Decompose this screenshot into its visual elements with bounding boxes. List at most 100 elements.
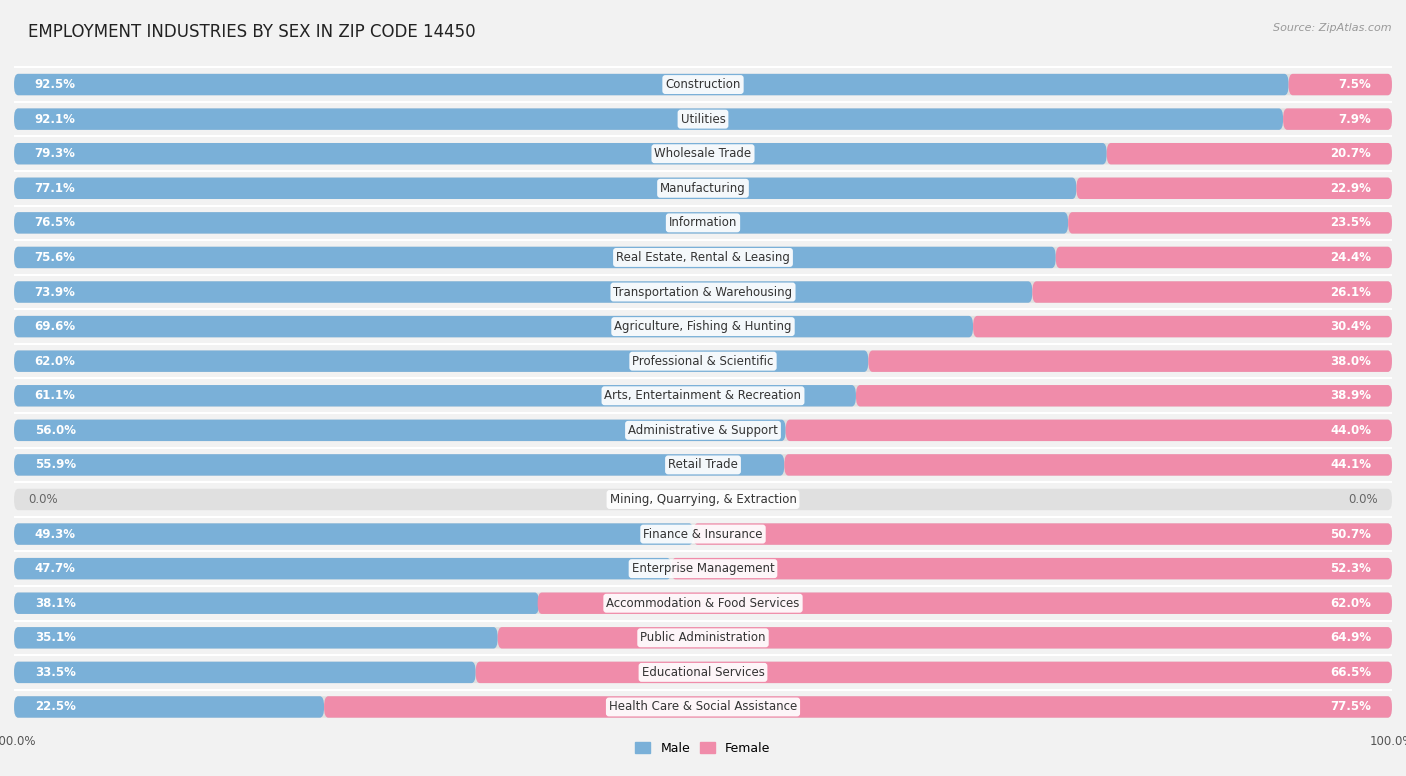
- Text: 52.3%: 52.3%: [1330, 562, 1371, 575]
- Text: 7.9%: 7.9%: [1339, 113, 1371, 126]
- Legend: Male, Female: Male, Female: [630, 737, 776, 760]
- Text: Information: Information: [669, 217, 737, 230]
- Text: 49.3%: 49.3%: [35, 528, 76, 541]
- FancyBboxPatch shape: [14, 558, 1392, 580]
- Text: 22.9%: 22.9%: [1330, 182, 1371, 195]
- Text: 26.1%: 26.1%: [1330, 286, 1371, 299]
- FancyBboxPatch shape: [14, 282, 1032, 303]
- FancyBboxPatch shape: [1284, 109, 1392, 130]
- Text: Manufacturing: Manufacturing: [661, 182, 745, 195]
- FancyBboxPatch shape: [537, 593, 1392, 614]
- FancyBboxPatch shape: [14, 74, 1392, 95]
- Text: 92.1%: 92.1%: [35, 113, 76, 126]
- Text: 62.0%: 62.0%: [35, 355, 76, 368]
- Text: 22.5%: 22.5%: [35, 701, 76, 713]
- Text: 79.3%: 79.3%: [35, 147, 76, 160]
- FancyBboxPatch shape: [1056, 247, 1392, 268]
- Text: 30.4%: 30.4%: [1330, 320, 1371, 333]
- FancyBboxPatch shape: [14, 454, 785, 476]
- Text: 23.5%: 23.5%: [1330, 217, 1371, 230]
- Text: 38.9%: 38.9%: [1330, 390, 1371, 402]
- FancyBboxPatch shape: [14, 143, 1392, 165]
- FancyBboxPatch shape: [14, 178, 1077, 199]
- FancyBboxPatch shape: [785, 454, 1392, 476]
- Text: 56.0%: 56.0%: [35, 424, 76, 437]
- FancyBboxPatch shape: [14, 385, 856, 407]
- FancyBboxPatch shape: [14, 109, 1392, 130]
- Text: 0.0%: 0.0%: [1348, 493, 1378, 506]
- FancyBboxPatch shape: [14, 627, 1392, 649]
- FancyBboxPatch shape: [1077, 178, 1392, 199]
- FancyBboxPatch shape: [14, 558, 671, 580]
- FancyBboxPatch shape: [973, 316, 1392, 338]
- FancyBboxPatch shape: [14, 627, 498, 649]
- Text: Public Administration: Public Administration: [640, 632, 766, 644]
- FancyBboxPatch shape: [475, 662, 1392, 683]
- FancyBboxPatch shape: [14, 351, 1392, 372]
- Text: Educational Services: Educational Services: [641, 666, 765, 679]
- Text: Arts, Entertainment & Recreation: Arts, Entertainment & Recreation: [605, 390, 801, 402]
- Text: 7.5%: 7.5%: [1339, 78, 1371, 91]
- Text: 77.1%: 77.1%: [35, 182, 76, 195]
- FancyBboxPatch shape: [14, 662, 475, 683]
- FancyBboxPatch shape: [14, 143, 1107, 165]
- Text: Finance & Insurance: Finance & Insurance: [644, 528, 762, 541]
- FancyBboxPatch shape: [14, 696, 1392, 718]
- FancyBboxPatch shape: [14, 316, 973, 338]
- Text: 75.6%: 75.6%: [35, 251, 76, 264]
- Text: 50.7%: 50.7%: [1330, 528, 1371, 541]
- FancyBboxPatch shape: [14, 74, 1289, 95]
- Text: 76.5%: 76.5%: [35, 217, 76, 230]
- FancyBboxPatch shape: [14, 282, 1392, 303]
- FancyBboxPatch shape: [14, 247, 1392, 268]
- Text: Professional & Scientific: Professional & Scientific: [633, 355, 773, 368]
- FancyBboxPatch shape: [1032, 282, 1392, 303]
- Text: EMPLOYMENT INDUSTRIES BY SEX IN ZIP CODE 14450: EMPLOYMENT INDUSTRIES BY SEX IN ZIP CODE…: [28, 23, 475, 41]
- Text: Mining, Quarrying, & Extraction: Mining, Quarrying, & Extraction: [610, 493, 796, 506]
- FancyBboxPatch shape: [14, 385, 1392, 407]
- FancyBboxPatch shape: [14, 696, 325, 718]
- FancyBboxPatch shape: [856, 385, 1392, 407]
- Text: Enterprise Management: Enterprise Management: [631, 562, 775, 575]
- FancyBboxPatch shape: [325, 696, 1392, 718]
- Text: Transportation & Warehousing: Transportation & Warehousing: [613, 286, 793, 299]
- Text: 20.7%: 20.7%: [1330, 147, 1371, 160]
- FancyBboxPatch shape: [14, 454, 1392, 476]
- FancyBboxPatch shape: [14, 593, 538, 614]
- FancyBboxPatch shape: [14, 420, 786, 441]
- Text: Health Care & Social Assistance: Health Care & Social Assistance: [609, 701, 797, 713]
- FancyBboxPatch shape: [14, 351, 869, 372]
- Text: 38.1%: 38.1%: [35, 597, 76, 610]
- Text: Construction: Construction: [665, 78, 741, 91]
- Text: 69.6%: 69.6%: [35, 320, 76, 333]
- FancyBboxPatch shape: [14, 523, 693, 545]
- FancyBboxPatch shape: [693, 523, 1392, 545]
- Text: 0.0%: 0.0%: [28, 493, 58, 506]
- Text: 33.5%: 33.5%: [35, 666, 76, 679]
- FancyBboxPatch shape: [14, 247, 1056, 268]
- Text: Wholesale Trade: Wholesale Trade: [654, 147, 752, 160]
- FancyBboxPatch shape: [869, 351, 1392, 372]
- FancyBboxPatch shape: [1069, 212, 1392, 234]
- FancyBboxPatch shape: [1107, 143, 1392, 165]
- FancyBboxPatch shape: [14, 212, 1069, 234]
- Text: 77.5%: 77.5%: [1330, 701, 1371, 713]
- Text: 62.0%: 62.0%: [1330, 597, 1371, 610]
- Text: Utilities: Utilities: [681, 113, 725, 126]
- Text: 44.0%: 44.0%: [1330, 424, 1371, 437]
- Text: 38.0%: 38.0%: [1330, 355, 1371, 368]
- FancyBboxPatch shape: [14, 316, 1392, 338]
- FancyBboxPatch shape: [671, 558, 1392, 580]
- Text: Accommodation & Food Services: Accommodation & Food Services: [606, 597, 800, 610]
- FancyBboxPatch shape: [786, 420, 1392, 441]
- Text: 44.1%: 44.1%: [1330, 459, 1371, 471]
- FancyBboxPatch shape: [14, 489, 1392, 510]
- Text: Retail Trade: Retail Trade: [668, 459, 738, 471]
- Text: 47.7%: 47.7%: [35, 562, 76, 575]
- Text: 64.9%: 64.9%: [1330, 632, 1371, 644]
- FancyBboxPatch shape: [498, 627, 1392, 649]
- Text: 35.1%: 35.1%: [35, 632, 76, 644]
- FancyBboxPatch shape: [14, 593, 1392, 614]
- FancyBboxPatch shape: [1289, 74, 1392, 95]
- FancyBboxPatch shape: [14, 109, 1284, 130]
